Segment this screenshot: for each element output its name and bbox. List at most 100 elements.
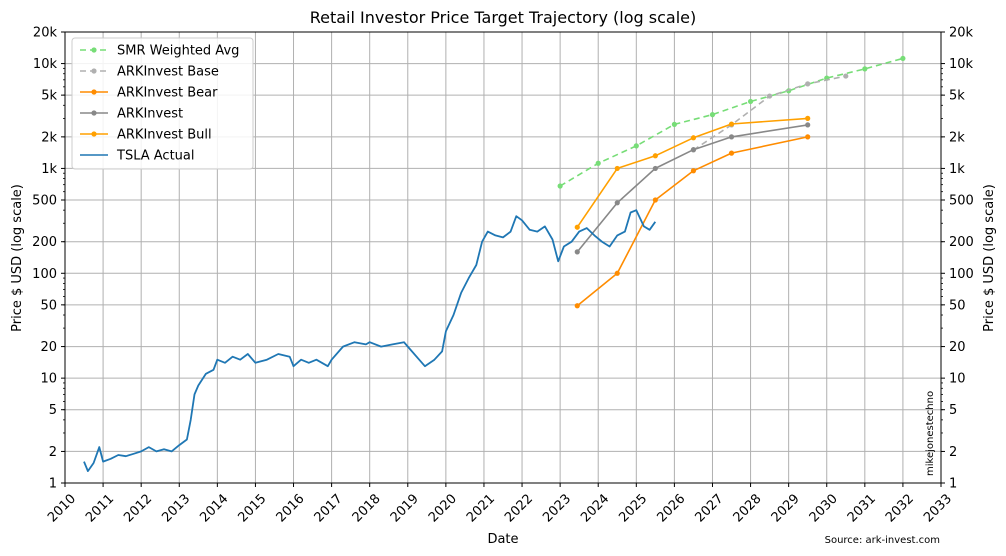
series-point-2: [614, 270, 620, 276]
y-tick-label-right: 5: [949, 403, 957, 418]
x-tick-label: 2017: [312, 491, 346, 525]
y-tick-label-left: 10k: [33, 57, 58, 72]
x-tick-label: 2019: [388, 491, 422, 525]
series-point-0: [671, 121, 677, 127]
x-tick-label: 2020: [426, 491, 460, 525]
x-tick-label: 2033: [921, 491, 955, 525]
series-point-2: [728, 150, 735, 156]
series-line-0: [559, 57, 904, 187]
series-layer: [83, 55, 906, 473]
legend-marker: [91, 110, 97, 116]
legend-marker: [91, 68, 97, 74]
y-tick-label-right: 100: [949, 267, 974, 282]
series-point-1: [843, 73, 849, 79]
x-tick-label: 2032: [883, 491, 917, 525]
x-tick-label: 2029: [769, 491, 803, 525]
legend-frame: [71, 37, 254, 170]
y2-axis-label: Price $ USD (log scale): [982, 184, 997, 332]
series-point-1: [805, 81, 811, 87]
x-tick-label: 2015: [235, 491, 269, 525]
y-tick-label-right: 50: [949, 298, 966, 313]
series-point-3: [574, 249, 580, 255]
x-tick-label: 2023: [540, 491, 574, 525]
series-line-3: [576, 124, 808, 253]
series-point-4: [728, 121, 735, 127]
y-tick-label-left: 1k: [41, 162, 57, 177]
y-tick-label-left: 5: [49, 403, 57, 418]
legend-label: TSLA Actual: [116, 149, 195, 164]
series-line-2: [576, 136, 808, 307]
legend-label: ARKInvest Bear: [117, 86, 218, 101]
y-tick-label-left: 500: [32, 193, 57, 208]
y-tick-label-left: 2: [49, 445, 57, 460]
series-point-2: [690, 168, 697, 174]
x-tick-label: 2011: [83, 491, 117, 525]
series-point-0: [633, 143, 639, 149]
legend-label: ARKInvest Bull: [117, 128, 212, 143]
y-tick-label-left: 200: [32, 235, 57, 250]
series-point-2: [652, 197, 658, 203]
series-point-0: [900, 55, 906, 62]
y-tick-label-right: 5k: [949, 89, 965, 104]
legend-items: SMR Weighted Avg ARKInvest Base ARKInvest …: [80, 44, 239, 164]
x-tick-label: 2010: [45, 491, 79, 525]
watermark: mikejonestechno: [925, 391, 936, 476]
x-tick-label: 2012: [121, 491, 155, 525]
y-tick-label-right: 200: [949, 235, 974, 250]
legend-label: ARKInvest: [117, 107, 183, 122]
x-tick-label: 2025: [616, 491, 650, 525]
x-tick-label: 2022: [502, 491, 536, 525]
y-tick-label-left: 20: [40, 340, 57, 355]
y-tick-label-right: 500: [949, 193, 974, 208]
y-tick-label-right: 20: [949, 340, 966, 355]
series-point-4: [574, 224, 580, 230]
series-point-1: [767, 93, 773, 99]
y-tick-label-right: 2k: [949, 130, 965, 145]
legend-marker: [91, 131, 97, 137]
x-tick-label: 2014: [197, 491, 231, 525]
series-point-3: [652, 165, 658, 172]
series-point-0: [557, 183, 563, 189]
x-tick-label: 2021: [464, 491, 498, 525]
series-point-0: [709, 112, 716, 118]
x-tick-label: 2027: [693, 491, 727, 525]
series-line-4: [576, 117, 808, 228]
x-tick-label: 2024: [578, 491, 612, 525]
series-point-3: [728, 134, 735, 140]
x-tick-label: 2028: [731, 491, 765, 525]
series-point-3: [805, 122, 811, 128]
y-tick-label-right: 10: [949, 372, 966, 387]
series-point-2: [574, 303, 580, 309]
legend: SMR Weighted Avg ARKInvest Base ARKInvest …: [71, 37, 254, 170]
series-point-4: [652, 153, 658, 159]
legend-marker: [91, 47, 97, 53]
series-point-4: [614, 165, 620, 172]
y-tick-label-left: 20k: [33, 26, 58, 41]
series-point-4: [805, 115, 811, 121]
source-note: Source: ark-invest.com: [825, 535, 940, 546]
y-tick-label-left: 1: [49, 477, 57, 492]
x-tick-label: 2016: [274, 491, 308, 525]
series-line-5: [83, 209, 657, 473]
y-tick-label-left: 5k: [41, 89, 57, 104]
y-tick-label-right: 10k: [949, 57, 974, 72]
y-axis-label: Price $ USD (log scale): [10, 184, 25, 332]
plot-frame: [64, 31, 942, 484]
legend-label: SMR Weighted Avg: [117, 44, 239, 59]
y-tick-label-left: 100: [32, 267, 57, 282]
series-point-0: [595, 160, 601, 166]
x-tick-label: 2013: [159, 491, 193, 525]
series-point-2: [805, 134, 811, 140]
legend-marker: [91, 89, 97, 95]
y-tick-label-right: 1: [949, 477, 957, 492]
y-tick-label-right: 20k: [949, 26, 974, 41]
x-tick-label: 2018: [350, 491, 384, 525]
legend-label: ARKInvest Base: [117, 65, 219, 80]
x-axis-label: Date: [487, 532, 518, 547]
y-tick-label-left: 2k: [41, 130, 57, 145]
y-tick-label-left: 50: [40, 298, 57, 313]
series-point-4: [690, 135, 697, 141]
x-tick-label: 2030: [807, 491, 841, 525]
x-tick-label: 2031: [845, 491, 879, 525]
x-tick-label: 2026: [654, 491, 688, 525]
